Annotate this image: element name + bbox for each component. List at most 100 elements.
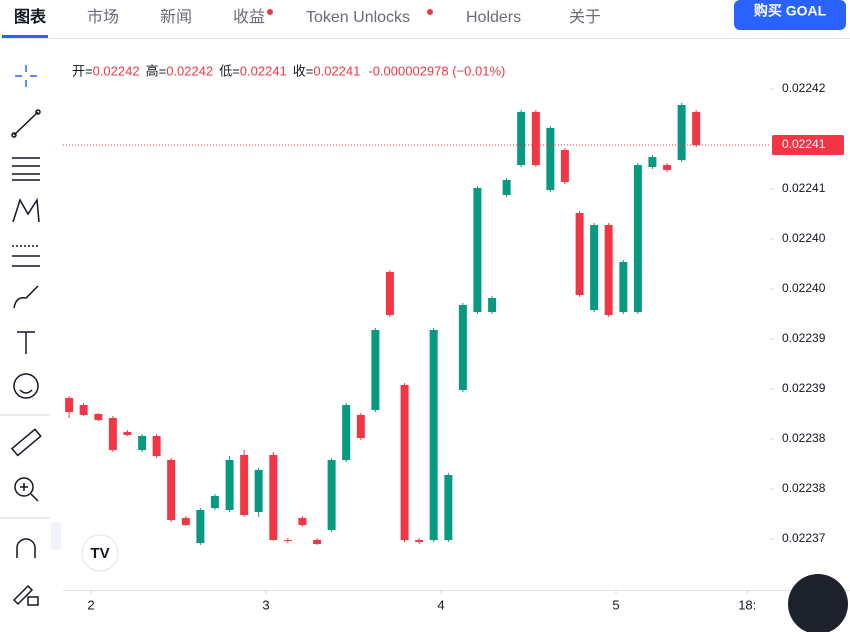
candle-body [677,105,686,160]
candle-body [502,180,511,195]
y-tick-label: 0.02238 [782,431,826,445]
candle-body [181,518,190,525]
candle-body [546,128,555,190]
legend-label: 低= [219,63,240,78]
candle-body [633,165,642,312]
candle-body [327,460,336,530]
candle-body [371,330,380,410]
candle-body [473,188,482,312]
candle-body [415,540,424,542]
ruler-tool[interactable] [10,428,42,457]
candle-body [575,213,584,295]
y-tick-label: 0.02239 [782,381,826,395]
legend-value: 0.02241 [240,63,287,78]
active-tab-underline [2,35,48,38]
candle-body [385,272,394,315]
candle-body [283,540,292,541]
legend-value: 0.02242 [93,63,140,78]
candle-body [167,460,176,520]
y-tick-label: 0.02242 [782,81,826,95]
buy-button[interactable] [734,0,846,30]
legend-value: 0.02242 [166,63,213,78]
fib-tool[interactable] [12,157,40,181]
candle-body [138,436,147,450]
candle-body [94,414,103,420]
notification-dot [427,9,433,15]
legend-label: 开= [72,63,93,78]
y-tick-label: 0.02241 [782,181,826,195]
candle-body [240,455,249,515]
candle-body [298,518,307,525]
y-tick-label: 0.02240 [782,231,826,245]
tv-logo-text: TV [90,545,109,562]
candle-body [65,398,74,412]
plot [65,103,701,545]
y-tick-label: 0.02237 [782,531,826,545]
legend-label: 高= [146,63,167,78]
lock-tool[interactable] [12,584,39,606]
candle-body [560,150,569,182]
candle-body [648,157,657,167]
zoom-tool[interactable] [14,477,39,502]
tab[interactable]: 收益 [233,8,265,26]
tab[interactable]: 关于 [569,8,601,26]
candle-body [254,470,263,512]
x-tick-label: 5 [612,597,619,612]
candle-body [692,112,701,145]
line-tool[interactable] [11,109,41,138]
candle-body [517,112,526,165]
buy-button-label[interactable]: 购买 GOAL [754,3,827,19]
text-tool[interactable] [17,331,35,354]
tv-logo [81,534,119,572]
candle-body [604,225,613,315]
candle-body [619,262,628,312]
candle-body [429,330,438,540]
candle-body [79,405,88,415]
candle-body [458,305,467,390]
avatar[interactable] [788,574,848,632]
candle-body [356,415,365,438]
y-tick-label: 0.02238 [782,481,826,495]
notification-dot [267,9,273,15]
candle-body [342,405,351,460]
candle-body [123,432,132,435]
candle-body [210,496,219,508]
magnet-tool[interactable] [16,538,36,558]
tab[interactable]: 图表 [14,7,47,26]
candle-body [590,225,599,310]
candle-body [108,418,117,450]
candle-body [488,298,497,312]
candle-body [196,510,205,543]
brush-tool[interactable] [13,285,39,309]
candle-body [531,112,540,165]
x-tick-label: 2 [87,597,94,612]
candle-body [400,385,409,540]
candle-body [152,436,161,456]
candle-body [663,165,672,170]
price-tag [772,135,844,155]
y-tick-label: 0.02240 [782,281,826,295]
emoji-tool[interactable] [13,373,39,399]
legend-value: 0.02241 [313,63,360,78]
tab[interactable]: 新闻 [160,8,192,26]
candle-body [444,475,453,540]
legend-label: 收= [293,63,314,78]
toolbar [0,65,50,606]
candle-body [225,460,234,510]
crosshair-tool[interactable] [15,65,37,87]
x-tick-label: 3 [262,597,269,612]
x-tick-label: 4 [437,597,444,612]
y-tick-label: 0.02239 [782,331,826,345]
pattern-tool[interactable] [12,197,40,223]
collapse-toolbar[interactable] [51,522,61,550]
x-tick-label: 18: [738,597,756,612]
candle-body [269,455,278,540]
tab[interactable]: Token Unlocks [306,9,410,26]
tab[interactable]: Holders [466,9,521,26]
tab[interactable]: 市场 [87,8,119,26]
price-tag-label: 0.02241 [782,137,826,151]
legend-change: -0.000002978 (−0.01%) [368,63,505,78]
forecast-tool[interactable] [12,245,40,267]
